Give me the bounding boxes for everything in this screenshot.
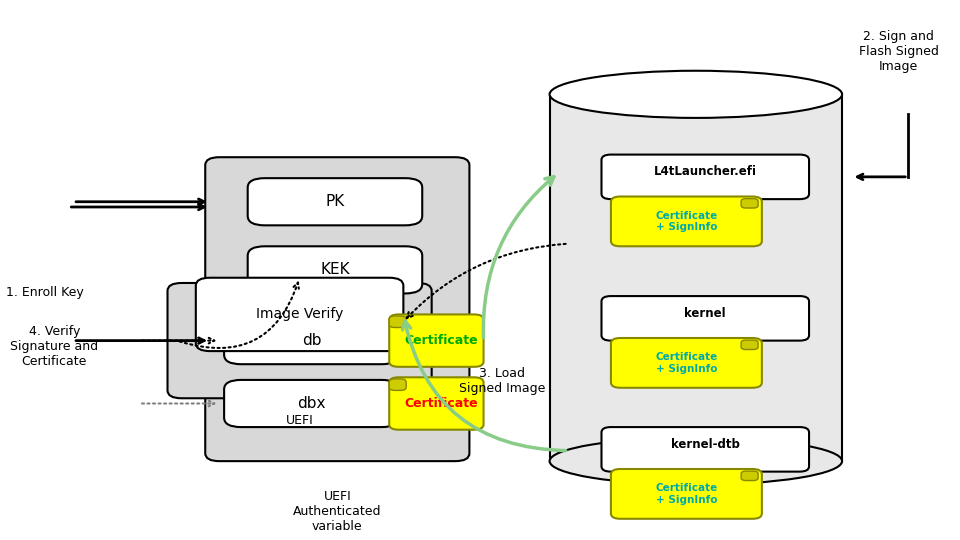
Text: KEK: KEK bbox=[320, 262, 349, 278]
Text: kernel: kernel bbox=[684, 307, 726, 320]
FancyBboxPatch shape bbox=[741, 340, 758, 349]
FancyArrowPatch shape bbox=[402, 321, 565, 450]
FancyBboxPatch shape bbox=[602, 296, 809, 341]
FancyBboxPatch shape bbox=[611, 197, 762, 246]
FancyBboxPatch shape bbox=[389, 316, 406, 328]
Text: 1. Enroll Key: 1. Enroll Key bbox=[6, 286, 84, 299]
Text: UEFI
Authenticated
variable: UEFI Authenticated variable bbox=[293, 490, 381, 533]
Text: L4tLauncher.efi: L4tLauncher.efi bbox=[654, 165, 756, 178]
FancyBboxPatch shape bbox=[167, 283, 432, 399]
FancyBboxPatch shape bbox=[224, 317, 398, 364]
FancyBboxPatch shape bbox=[248, 178, 422, 225]
FancyBboxPatch shape bbox=[205, 157, 469, 461]
FancyBboxPatch shape bbox=[196, 278, 403, 351]
Text: Certificate
+ SignInfo: Certificate + SignInfo bbox=[656, 352, 717, 374]
Ellipse shape bbox=[550, 437, 842, 485]
Text: Image Verify: Image Verify bbox=[256, 307, 344, 321]
Text: PK: PK bbox=[325, 194, 345, 210]
Text: kernel-dtb: kernel-dtb bbox=[671, 437, 740, 450]
Text: dbx: dbx bbox=[298, 396, 325, 411]
FancyBboxPatch shape bbox=[389, 377, 484, 430]
Ellipse shape bbox=[550, 71, 842, 118]
Text: Certificate
+ SignInfo: Certificate + SignInfo bbox=[656, 483, 717, 505]
FancyBboxPatch shape bbox=[611, 469, 762, 519]
FancyBboxPatch shape bbox=[741, 199, 758, 208]
FancyBboxPatch shape bbox=[602, 427, 809, 471]
FancyBboxPatch shape bbox=[389, 379, 406, 390]
FancyBboxPatch shape bbox=[389, 314, 484, 367]
FancyBboxPatch shape bbox=[224, 380, 398, 427]
FancyBboxPatch shape bbox=[248, 246, 422, 293]
Text: 2. Sign and
Flash Signed
Image: 2. Sign and Flash Signed Image bbox=[859, 30, 939, 73]
FancyBboxPatch shape bbox=[602, 154, 809, 199]
FancyArrowPatch shape bbox=[483, 177, 554, 338]
Text: Certificate: Certificate bbox=[404, 334, 478, 347]
Text: Certificate
+ SignInfo: Certificate + SignInfo bbox=[656, 211, 717, 232]
Text: db: db bbox=[301, 333, 322, 348]
Text: Certificate: Certificate bbox=[404, 397, 478, 410]
Polygon shape bbox=[550, 94, 842, 461]
FancyBboxPatch shape bbox=[611, 338, 762, 388]
FancyBboxPatch shape bbox=[741, 471, 758, 481]
Text: UEFI: UEFI bbox=[286, 414, 314, 427]
Text: 4. Verify
Signature and
Certificate: 4. Verify Signature and Certificate bbox=[11, 325, 98, 368]
Text: 3. Load
Signed Image: 3. Load Signed Image bbox=[459, 367, 545, 395]
